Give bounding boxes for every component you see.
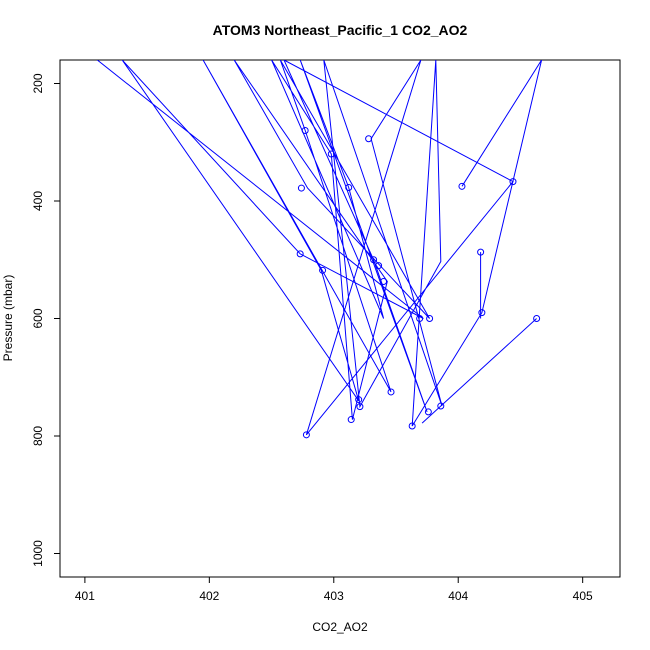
x-tick-label: 402 (199, 589, 219, 603)
data-point (424, 408, 432, 416)
data-point (327, 150, 335, 158)
data-point (365, 135, 373, 143)
data-point (301, 127, 309, 134)
data-point (437, 402, 445, 410)
data-point (416, 315, 424, 322)
x-tick-label: 401 (75, 589, 95, 603)
data-point (478, 309, 486, 317)
data-point (370, 256, 378, 264)
data-point (356, 403, 364, 411)
data-point (477, 248, 485, 256)
y-axis-label: Pressure (mbar) (1, 275, 15, 362)
y-tick-label: 800 (31, 426, 45, 446)
series-layer (96, 60, 543, 436)
data-point (380, 277, 388, 285)
series-line (96, 60, 543, 436)
data-point (408, 422, 416, 430)
y-axis: 200 400 600 800 1000 (31, 73, 61, 567)
data-point (345, 183, 353, 191)
series-line (421, 318, 537, 424)
x-tick-label: 404 (448, 589, 468, 603)
data-point (347, 416, 355, 424)
y-tick-label: 600 (31, 308, 45, 328)
data-point (319, 266, 327, 274)
data-point (355, 396, 363, 404)
points-layer (296, 127, 541, 439)
y-tick-label: 1000 (31, 540, 45, 567)
data-point (387, 388, 395, 396)
x-axis-label: CO2_AO2 (312, 620, 368, 634)
data-point (375, 262, 383, 270)
data-point (297, 184, 305, 192)
x-axis: 401 402 403 404 405 (75, 576, 593, 603)
data-point (509, 178, 517, 186)
data-point (533, 315, 541, 322)
data-point (426, 315, 434, 322)
chart-title: ATOM3 Northeast_Pacific_1 CO2_AO2 (213, 22, 468, 38)
data-point (302, 431, 310, 439)
data-point (296, 250, 304, 258)
x-tick-label: 403 (324, 589, 344, 603)
x-tick-label: 405 (573, 589, 593, 603)
data-point (458, 182, 466, 190)
y-tick-label: 400 (31, 191, 45, 211)
y-tick-label: 200 (31, 73, 45, 93)
